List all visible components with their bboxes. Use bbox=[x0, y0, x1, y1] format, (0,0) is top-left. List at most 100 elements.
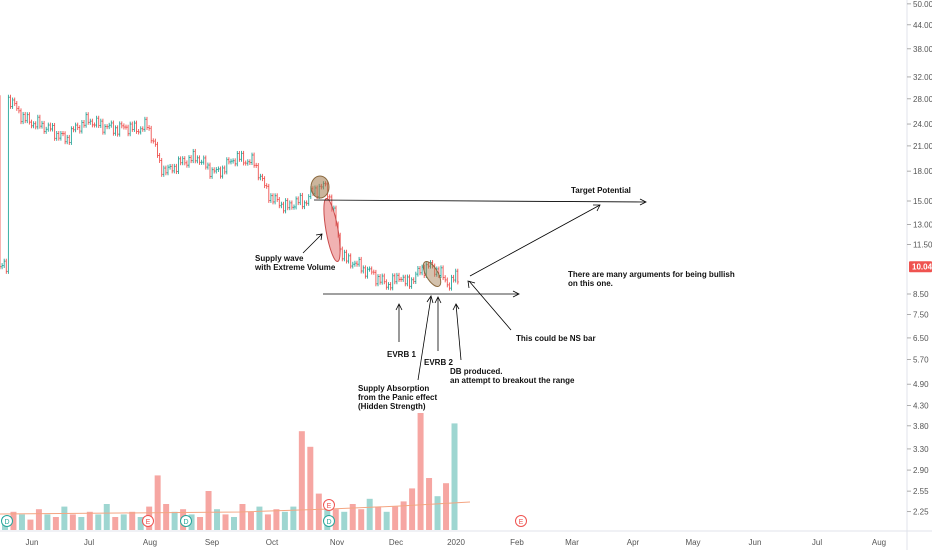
time-tick-label: Jun bbox=[749, 538, 762, 547]
marker-letter: E bbox=[327, 503, 332, 510]
time-tick-label: 2020 bbox=[447, 538, 465, 547]
volume-bar bbox=[256, 506, 263, 530]
db-arrowhead bbox=[452, 303, 460, 311]
price-tick-label: 3.30 bbox=[913, 445, 929, 454]
price-tick-label: 15.00 bbox=[913, 197, 932, 206]
volume-bar bbox=[103, 504, 110, 530]
price-tick-label: 28.00 bbox=[913, 95, 932, 104]
volume-bar bbox=[417, 413, 424, 530]
absorption-arrowhead bbox=[426, 295, 434, 304]
price-tick-label: 8.50 bbox=[913, 290, 929, 299]
ns-bar-arrow-line bbox=[468, 280, 512, 331]
support-arrowhead bbox=[512, 290, 520, 298]
annotation-ns-bar: This could be NS bar bbox=[516, 334, 596, 343]
volume-bar bbox=[78, 517, 85, 530]
earnings-marker[interactable] bbox=[515, 515, 527, 527]
volume-bar bbox=[247, 511, 254, 530]
annotation-evrb2: EVRB 2 bbox=[424, 358, 453, 367]
price-bars bbox=[0, 94, 459, 291]
volume-bar bbox=[163, 504, 170, 530]
annotation-hidden-strength: (Hidden Strength) bbox=[358, 402, 426, 411]
evrb-2-highlight bbox=[422, 261, 442, 287]
price-tick-label: 18.00 bbox=[913, 167, 932, 176]
marker-letter: E bbox=[519, 519, 524, 526]
time-tick-label: Nov bbox=[330, 538, 344, 547]
dividend-marker[interactable] bbox=[1, 515, 13, 527]
earnings-marker[interactable] bbox=[323, 499, 335, 511]
volume-bar bbox=[95, 514, 102, 530]
price-tick-label: 2.90 bbox=[913, 466, 929, 475]
volume-bars bbox=[2, 413, 458, 530]
time-tick-label: Sep bbox=[205, 538, 220, 547]
time-tick-label: Feb bbox=[510, 538, 524, 547]
earnings-dividend-markers: D E D D E E bbox=[1, 499, 527, 527]
volume-bar bbox=[171, 511, 178, 530]
volume-bar bbox=[273, 509, 280, 530]
price-tick-label: 4.90 bbox=[913, 380, 929, 389]
volume-bar bbox=[281, 511, 288, 530]
volume-bar bbox=[35, 509, 42, 530]
annotation-db-produced: DB produced. bbox=[450, 367, 502, 376]
volume-bar bbox=[18, 514, 25, 530]
time-tick-label: Aug bbox=[143, 538, 157, 547]
volume-bar bbox=[358, 509, 365, 530]
dividend-marker[interactable] bbox=[180, 515, 192, 527]
time-tick-label: Apr bbox=[627, 538, 640, 547]
price-tick-label: 38.00 bbox=[913, 45, 932, 54]
volume-bar bbox=[137, 517, 144, 530]
volume-bar bbox=[231, 517, 237, 530]
price-tick-label: 44.00 bbox=[913, 21, 932, 30]
volume-bar bbox=[341, 511, 348, 530]
price-tick-label: 5.70 bbox=[913, 355, 929, 364]
volume-bar bbox=[44, 514, 51, 530]
marker-letter: D bbox=[326, 519, 331, 526]
volume-bar bbox=[315, 493, 322, 530]
supply-wave-highlight-drop bbox=[323, 197, 341, 263]
volume-bar bbox=[120, 514, 127, 530]
volume-bar bbox=[154, 475, 161, 530]
volume-bar bbox=[290, 506, 297, 530]
volume-bar bbox=[27, 519, 34, 530]
annotation-bullish-line2: on this one. bbox=[568, 279, 613, 288]
volume-bar bbox=[52, 517, 59, 530]
target-arrow-line bbox=[469, 204, 601, 277]
earnings-marker[interactable] bbox=[142, 515, 154, 527]
marker-letter: E bbox=[146, 519, 151, 526]
volume-bar bbox=[400, 501, 407, 530]
price-tick-label: 32.00 bbox=[913, 73, 932, 82]
price-tick-label: 2.25 bbox=[913, 508, 929, 517]
price-tick-label: 50.00 bbox=[913, 0, 932, 9]
volume-bar bbox=[112, 517, 119, 530]
time-tick-label: Dec bbox=[389, 538, 403, 547]
evrb2-arrowhead bbox=[434, 296, 442, 304]
time-tick-label: Jul bbox=[812, 538, 822, 547]
volume-bar bbox=[349, 504, 356, 530]
price-tick-label: 21.00 bbox=[913, 142, 932, 151]
last-price-badge: 10.04 bbox=[909, 261, 932, 273]
volume-bar bbox=[86, 511, 93, 530]
volume-bar bbox=[307, 446, 314, 530]
marker-letter: D bbox=[4, 519, 9, 526]
time-tick-label: Jul bbox=[84, 538, 94, 547]
supply-wave-arrow-line bbox=[302, 233, 323, 254]
dividend-marker[interactable] bbox=[323, 515, 335, 527]
price-axis-ticks[interactable]: 2.25 2.55 2.90 3.30 3.80 4.30 4.90 5.70 6.50 7.50… bbox=[907, 0, 932, 517]
absorption-arrow-line bbox=[417, 296, 432, 381]
volume-bar bbox=[69, 514, 76, 530]
volume-bar bbox=[10, 511, 17, 530]
time-tick-label: Mar bbox=[565, 538, 579, 547]
volume-bar bbox=[214, 509, 221, 530]
volume-bar bbox=[222, 514, 229, 530]
resistance-line bbox=[313, 199, 646, 203]
volume-bar bbox=[205, 491, 212, 530]
time-axis-ticks[interactable]: Jun Jul Aug Sep Oct Nov Dec 2020 Feb Mar Apr May Jun… bbox=[26, 538, 887, 547]
supply-wave-highlight-top bbox=[310, 175, 330, 199]
annotation-bullish-line1: There are many arguments for being bulli… bbox=[568, 270, 735, 279]
supply-wave-arrowhead bbox=[315, 233, 323, 241]
volume-bar bbox=[434, 496, 441, 530]
last-price-label: 10.04 bbox=[912, 263, 932, 272]
volume-bar bbox=[375, 506, 382, 530]
price-tick-label: 24.00 bbox=[913, 120, 932, 129]
volume-bar bbox=[264, 514, 271, 530]
